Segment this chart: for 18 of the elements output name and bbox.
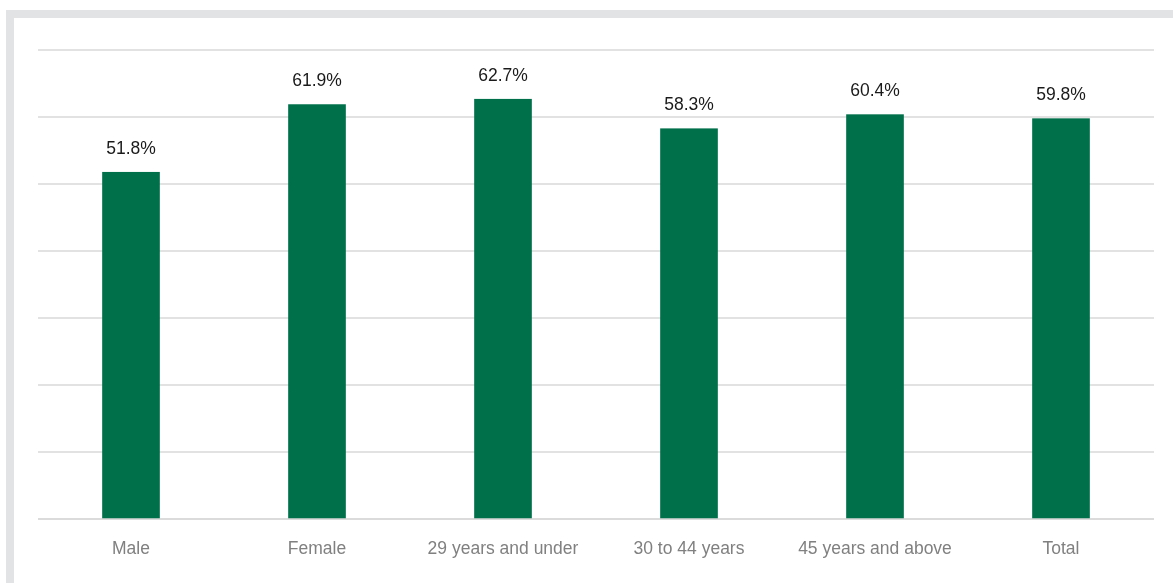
x-tick-label: 30 to 44 years bbox=[633, 538, 745, 558]
data-label: 60.4% bbox=[850, 80, 900, 101]
data-label: 61.9% bbox=[292, 70, 342, 91]
bar bbox=[474, 98, 532, 519]
x-tick-label: 45 years and above bbox=[798, 538, 952, 558]
data-label: 51.8% bbox=[106, 137, 156, 158]
data-label: 62.7% bbox=[478, 64, 528, 85]
bar bbox=[1032, 118, 1090, 519]
data-label: 59.8% bbox=[1036, 84, 1086, 105]
x-tick-label: 29 years and under bbox=[427, 538, 579, 558]
x-tick-label: Total bbox=[1042, 538, 1080, 558]
data-label: 58.3% bbox=[664, 94, 714, 115]
x-tick-label: Female bbox=[287, 538, 347, 558]
bar bbox=[102, 171, 160, 519]
x-tick-label: Male bbox=[112, 538, 150, 558]
bar bbox=[660, 128, 718, 519]
bar bbox=[288, 104, 346, 519]
bar bbox=[846, 114, 904, 519]
